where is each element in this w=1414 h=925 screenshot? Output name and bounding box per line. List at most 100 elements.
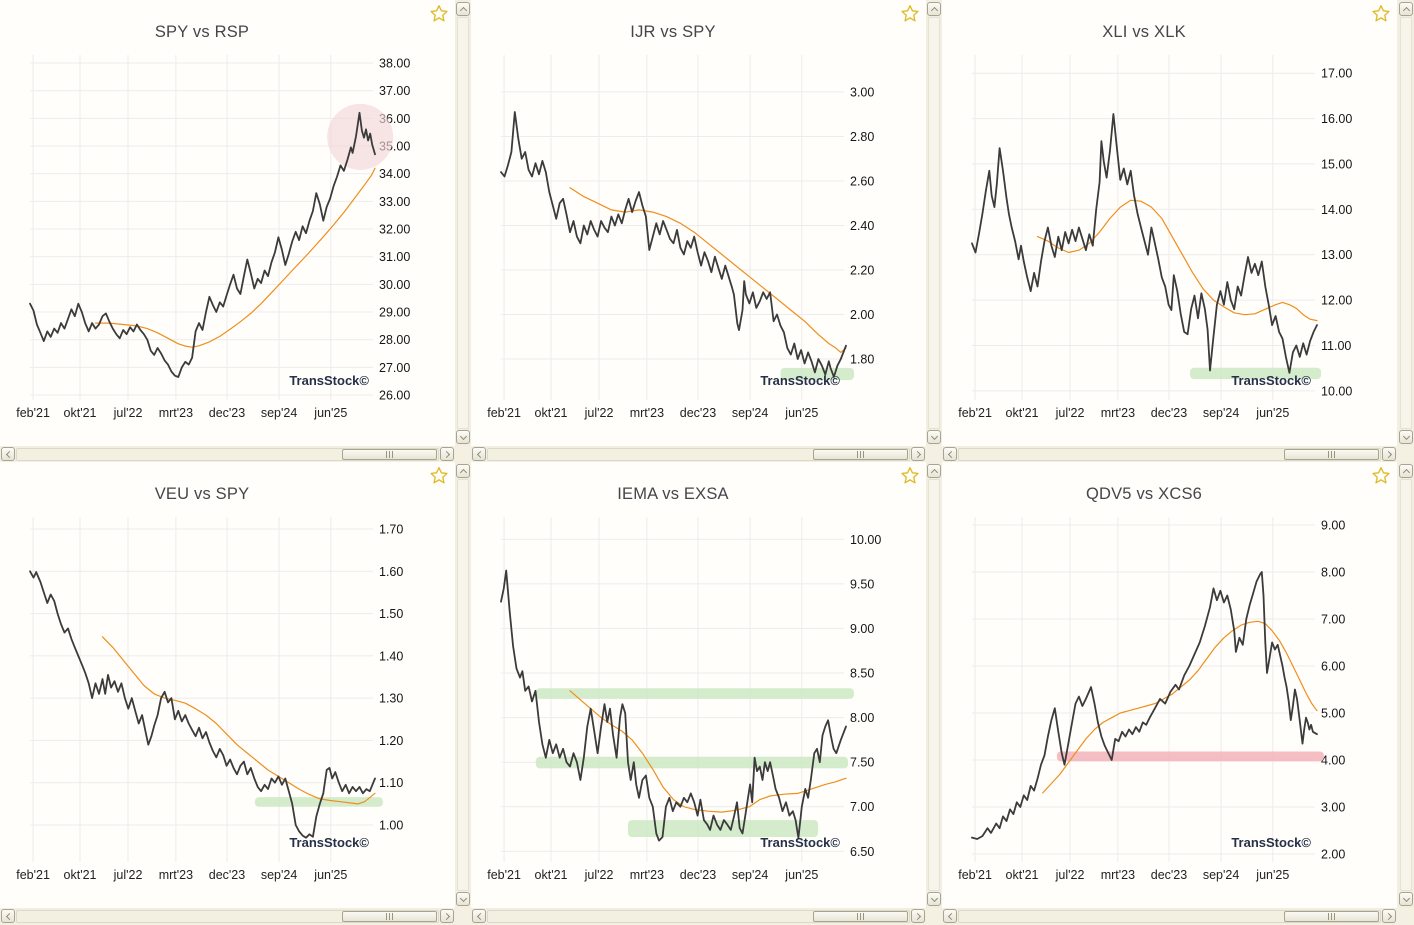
vertical-scrollbar[interactable] [926,462,942,908]
vertical-scrollbar-track[interactable] [457,479,469,891]
scroll-down-button[interactable] [1399,892,1413,906]
favorite-star-icon[interactable] [899,466,921,488]
scroll-left-button[interactable] [1,909,15,923]
scroll-right-button[interactable] [440,909,454,923]
horizontal-scrollbar[interactable] [942,446,1397,462]
horizontal-scrollbar-track[interactable] [487,447,910,461]
moving-average-line [94,167,376,348]
scroll-left-button[interactable] [472,447,486,461]
vertical-scrollbar[interactable] [455,0,471,446]
chart-canvas[interactable]: 1.70 1.60 1.50 1.40 1.30 1.20 1.10 1.00 feb'21 ok… [0,462,455,908]
favorite-star-icon[interactable] [1370,466,1392,488]
chart-title: SPY vs RSP [154,23,250,41]
chart-canvas[interactable]: 9.00 8.00 7.00 6.00 5.00 4.00 3.00 2.00 feb'21 ok… [942,462,1397,908]
chevron-right-icon [1384,450,1392,458]
favorite-star-icon[interactable] [428,466,450,488]
vertical-scrollbar-track[interactable] [928,17,940,429]
scroll-down-button[interactable] [1399,430,1413,444]
y-axis-tick-label: 13.00 [1321,248,1352,262]
chevron-down-icon [1402,894,1410,902]
favorite-star-icon[interactable] [1370,4,1392,26]
chart-canvas[interactable]: 3.00 2.80 2.60 2.40 2.20 2.00 1.80 feb'21 okt'21… [471,0,926,446]
y-axis-tick-label: 5.00 [1321,707,1345,721]
horizontal-scrollbar[interactable] [471,908,926,924]
x-axis-tick-label: feb'21 [16,406,50,420]
x-axis-tick-label: mrt'23 [159,406,193,420]
scroll-right-button[interactable] [1382,909,1396,923]
chevron-left-icon [947,912,955,920]
chevron-up-icon [930,468,938,476]
favorite-star-icon[interactable] [428,4,450,26]
horizontal-scrollbar-thumb[interactable] [342,448,437,460]
horizontal-scrollbar-track[interactable] [16,447,439,461]
x-axis-tick-label: okt'21 [1006,406,1039,420]
chart-canvas[interactable]: 38.0037.0036.0035.0034.0033.0032.0031.00… [0,0,455,446]
chart-area: SPY vs RSP 38.00 37.00 36.00 35.00 34.00 33.0… [0,0,455,446]
scroll-up-button[interactable] [1399,2,1413,16]
scroll-left-button[interactable] [943,447,957,461]
y-axis-tick-label: 2.40 [850,219,874,233]
horizontal-scrollbar-track[interactable] [958,447,1381,461]
scroll-down-button[interactable] [927,892,941,906]
horizontal-scrollbar-thumb[interactable] [813,448,908,460]
x-axis-tick-label: sep'24 [1203,406,1239,420]
vertical-scrollbar-track[interactable] [928,479,940,891]
x-axis-tick-label: jun'25 [313,406,347,420]
scroll-right-button[interactable] [911,909,925,923]
horizontal-scrollbar[interactable] [942,908,1397,924]
y-axis-tick-label: 38.00 [379,57,410,71]
y-axis-tick-label: 7.00 [850,800,874,814]
scroll-left-button[interactable] [943,909,957,923]
scroll-up-button[interactable] [456,464,470,478]
x-axis-tick-label: jun'25 [1255,406,1289,420]
x-axis-tick-label: mrt'23 [630,868,664,882]
y-axis-tick-label: 2.00 [850,308,874,322]
scroll-right-button[interactable] [911,447,925,461]
horizontal-scrollbar-thumb[interactable] [1284,910,1379,922]
scroll-left-button[interactable] [472,909,486,923]
star-icon [430,5,448,22]
ratio-price-line [500,111,847,378]
favorite-star-icon[interactable] [899,4,921,26]
y-axis-tick-label: 2.00 [1321,848,1345,862]
horizontal-scrollbar-thumb[interactable] [342,910,437,922]
y-axis-tick-label: 15.00 [1321,157,1352,171]
scroll-up-button[interactable] [927,2,941,16]
horizontal-scrollbar-track[interactable] [487,909,910,923]
vertical-scrollbar[interactable] [455,462,471,908]
chart-canvas[interactable]: 10.00 9.50 9.00 8.50 8.00 7.50 7.00 6.50 feb'21 o… [471,462,926,908]
horizontal-scrollbar[interactable] [0,446,455,462]
chart-area: IEMA vs EXSA 10.00 9.50 9.00 8.50 8.00 7.50 7.… [471,462,926,908]
vertical-scrollbar-track[interactable] [1400,17,1412,429]
vertical-scrollbar[interactable] [1398,0,1414,446]
vertical-scrollbar-track[interactable] [1400,479,1412,891]
resistance-zone-highlight [535,688,854,699]
horizontal-scrollbar-thumb[interactable] [813,910,908,922]
scroll-up-button[interactable] [456,2,470,16]
scroll-left-button[interactable] [1,447,15,461]
horizontal-scrollbar[interactable] [0,908,455,924]
chevron-left-icon [5,450,13,458]
scroll-up-button[interactable] [927,464,941,478]
vertical-scrollbar[interactable] [926,0,942,446]
scroll-right-button[interactable] [1382,447,1396,461]
horizontal-scrollbar-track[interactable] [958,909,1381,923]
horizontal-scrollbar[interactable] [471,446,926,462]
chevron-up-icon [1402,6,1410,14]
scroll-down-button[interactable] [456,892,470,906]
scroll-right-button[interactable] [440,447,454,461]
chart-area: QDV5 vs XCS6 9.00 8.00 7.00 6.00 5.00 4.00 3.0… [942,462,1397,908]
scroll-down-button[interactable] [456,430,470,444]
transstock-watermark: TransStock© [1231,835,1311,850]
scroll-up-button[interactable] [1399,464,1413,478]
x-axis-tick-label: sep'24 [732,868,768,882]
scroll-down-button[interactable] [927,430,941,444]
vertical-scrollbar-track[interactable] [457,17,469,429]
y-axis-tick-label: 6.00 [1321,660,1345,674]
horizontal-scrollbar-track[interactable] [16,909,439,923]
chart-canvas[interactable]: 17.00 16.00 15.00 14.00 13.00 12.00 11.00 10.00… [942,0,1397,446]
horizontal-scrollbar-thumb[interactable] [1284,448,1379,460]
x-axis-tick-label: sep'24 [732,406,768,420]
support-zone-highlight-red [1056,751,1324,762]
vertical-scrollbar[interactable] [1398,462,1414,908]
